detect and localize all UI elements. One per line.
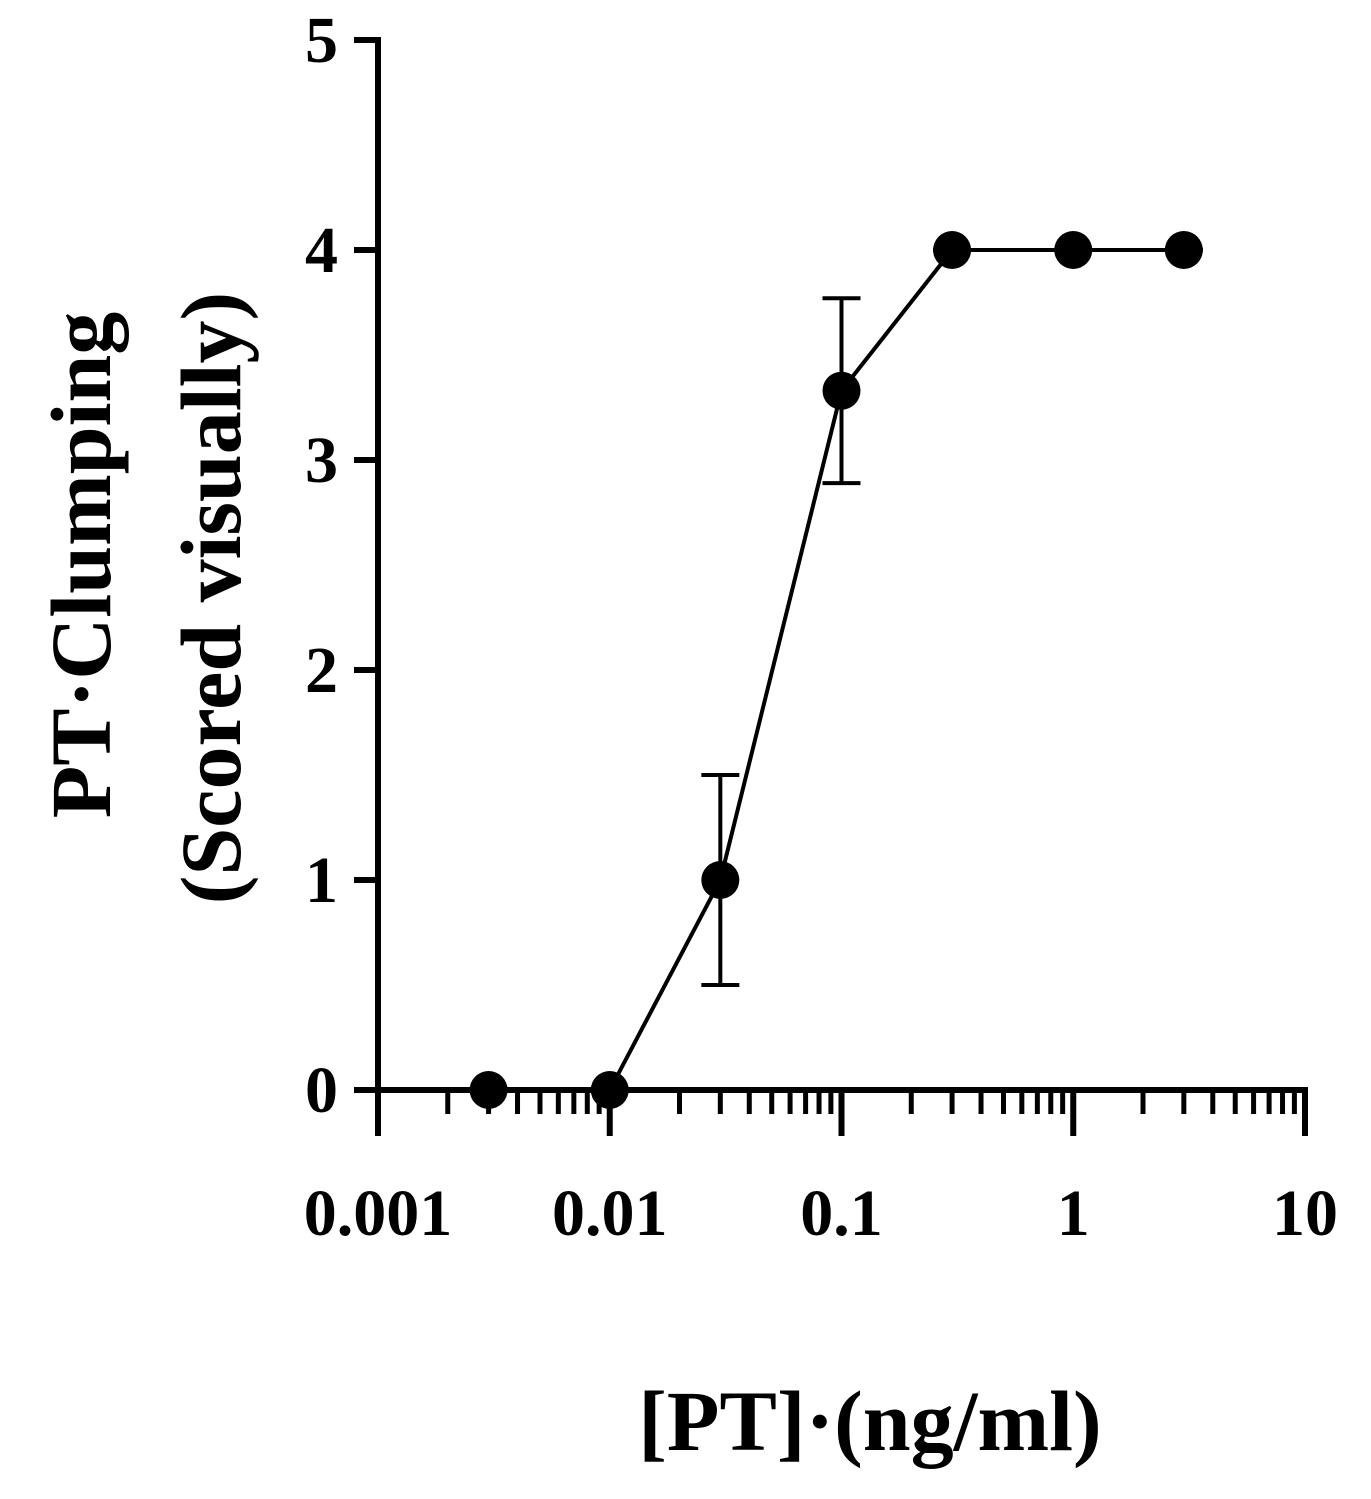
y-tick-label: 4 <box>305 214 338 287</box>
x-axis-title: [PT]·(ng/ml) <box>638 1373 1101 1469</box>
y-tick-label: 2 <box>305 634 338 707</box>
data-point <box>590 1071 629 1109</box>
x-tick-label: 0.1 <box>800 1177 883 1250</box>
y-tick-label: 0 <box>305 1054 338 1127</box>
y-axis-title: (Scored visually) <box>163 292 259 904</box>
data-point <box>469 1071 508 1109</box>
x-tick-label: 0.01 <box>552 1177 668 1250</box>
data-point <box>822 371 861 410</box>
y-tick-label: 1 <box>305 844 338 917</box>
data-point <box>933 231 972 269</box>
x-tick-label: 0.001 <box>304 1177 453 1250</box>
y-tick-label: 3 <box>305 424 338 497</box>
data-point <box>1054 231 1093 269</box>
data-point <box>1164 231 1203 269</box>
data-point <box>701 861 740 899</box>
y-tick-label: 5 <box>305 4 338 77</box>
y-axis-title: PT·Clumping <box>33 312 129 819</box>
x-tick-label: 1 <box>1057 1177 1090 1250</box>
x-tick-label: 10 <box>1272 1177 1338 1250</box>
